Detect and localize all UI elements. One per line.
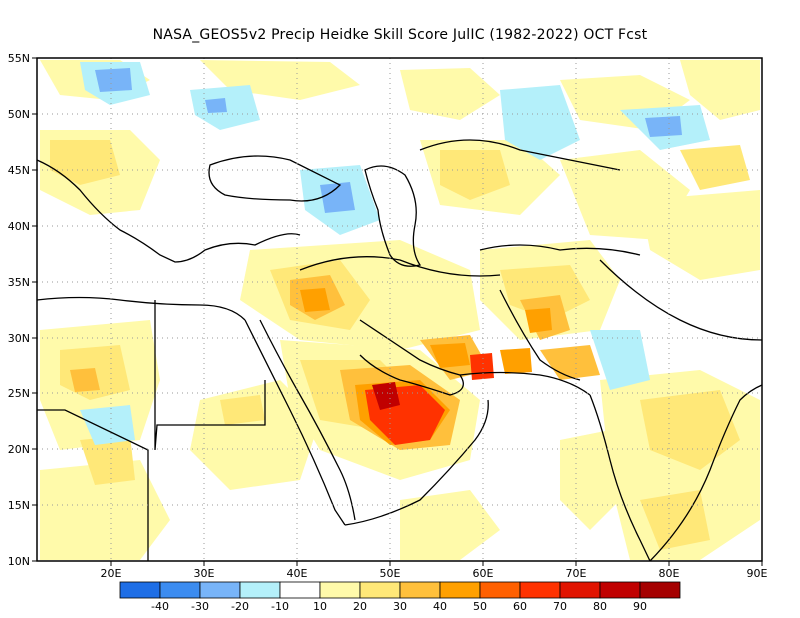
skill-neg-20-30-patches	[95, 68, 682, 213]
lat-label: 40N	[8, 220, 30, 233]
colorbar-tick-label: 90	[633, 600, 647, 613]
colorbar-swatch	[239, 581, 281, 599]
lat-label: 20N	[8, 443, 30, 456]
colorbar-swatch	[199, 581, 241, 599]
colorbar-tick-label: 70	[553, 600, 567, 613]
map-title: NASA_GEOS5v2 Precip Heidke Skill Score J…	[152, 27, 648, 43]
colorbar-tick-label: 30	[393, 600, 407, 613]
colorbar-tick-label: 60	[513, 600, 527, 613]
lon-label: 90E	[747, 567, 768, 580]
colorbar-swatch	[359, 581, 401, 599]
colorbar-swatch	[479, 581, 521, 599]
graticule	[37, 58, 762, 561]
coastlines	[37, 139, 762, 561]
lon-label: 70E	[566, 567, 587, 580]
lon-label: 50E	[380, 567, 401, 580]
colorbar-tick-label: 10	[313, 600, 327, 613]
longitude-labels: 20E 30E 40E 50E 60E 70E 80E 90E	[101, 567, 768, 580]
lon-label: 30E	[194, 567, 215, 580]
colorbar-tick-label: 50	[473, 600, 487, 613]
colorbar-swatch	[159, 581, 201, 599]
lat-label: 10N	[8, 555, 30, 568]
colorbar-tick-label: -10	[271, 600, 289, 613]
lat-label: 25N	[8, 387, 30, 400]
colorbar-swatch	[279, 581, 321, 599]
latitude-labels: 55N 50N 45N 40N 35N 30N 25N 20N 15N 10N	[8, 52, 30, 568]
colorbar-tick-label: 80	[593, 600, 607, 613]
axis-ticks	[32, 57, 763, 566]
colorbar-tick-label: 20	[353, 600, 367, 613]
skill-80-90-patches	[372, 382, 400, 410]
colorbar-swatch	[319, 581, 361, 599]
plot-frame	[36, 57, 763, 562]
colorbar-swatch	[559, 581, 601, 599]
lat-label: 15N	[8, 499, 30, 512]
lon-label: 20E	[101, 567, 122, 580]
lat-label: 35N	[8, 276, 30, 289]
colorbar-tick-label: 40	[433, 600, 447, 613]
colorbar-swatch	[639, 581, 681, 599]
colorbar-labels: -40 -30 -20 -10 10 20 30 40 50 60 70 80 …	[151, 600, 647, 613]
lon-label: 60E	[473, 567, 494, 580]
skill-score-field	[40, 60, 760, 560]
colorbar-tick-label: -40	[151, 600, 169, 613]
colorbar-swatch	[439, 581, 481, 599]
lat-label: 45N	[8, 164, 30, 177]
lat-label: 50N	[8, 108, 30, 121]
lat-label: 55N	[8, 52, 30, 65]
colorbar-tick-label: -30	[191, 600, 209, 613]
colorbar-swatch	[399, 581, 441, 599]
lat-label: 30N	[8, 332, 30, 345]
colorbar	[119, 581, 681, 599]
colorbar-swatch	[519, 581, 561, 599]
colorbar-swatch	[599, 581, 641, 599]
colorbar-tick-label: -20	[231, 600, 249, 613]
lon-label: 80E	[659, 567, 680, 580]
lon-label: 40E	[287, 567, 308, 580]
colorbar-swatch	[119, 581, 161, 599]
